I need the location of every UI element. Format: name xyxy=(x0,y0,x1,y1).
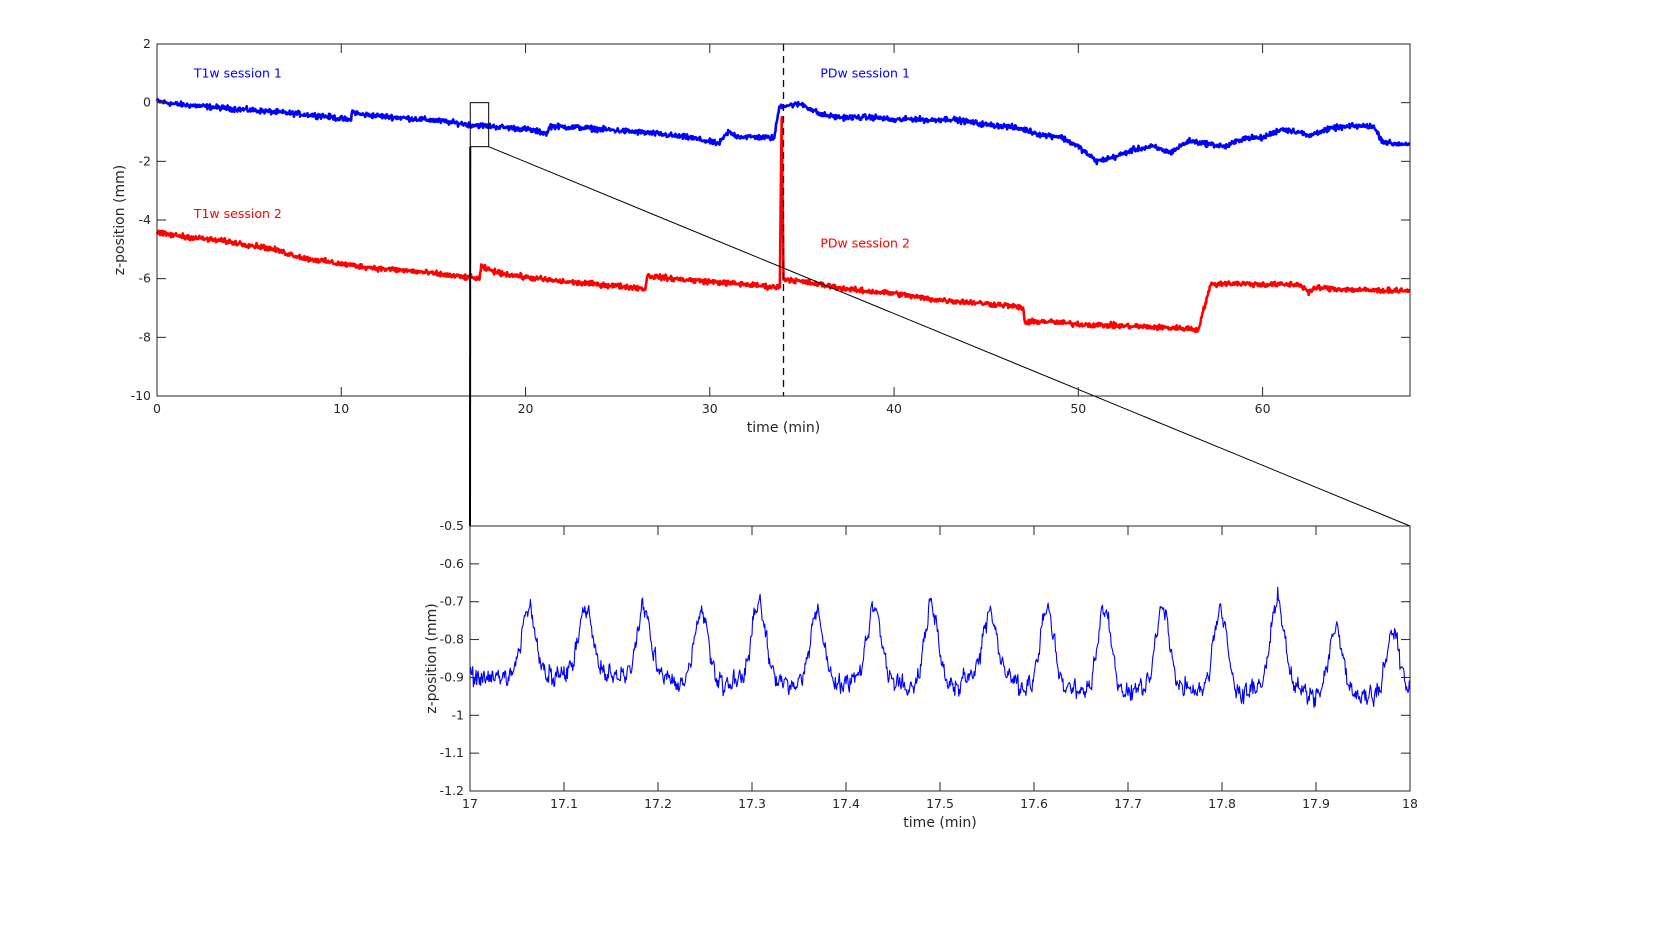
zoom-xtick-label-6: 17.6 xyxy=(1020,796,1048,811)
main-xtick-label-0: 0 xyxy=(153,401,161,416)
main-x-axis-label: time (min) xyxy=(747,420,820,436)
main-xtick-label-1: 10 xyxy=(333,401,349,416)
zoom-ytick-label-7: -0.5 xyxy=(440,518,464,533)
main-ytick-label-1: -8 xyxy=(139,329,152,344)
zoom-xtick-label-7: 17.7 xyxy=(1114,796,1142,811)
main-axes: T1w session 1 PDw session 1 T1w session … xyxy=(112,36,1271,436)
annotation-t1w-session-2: T1w session 2 xyxy=(193,206,282,221)
annotation-t1w-session-1: T1w session 1 xyxy=(193,65,282,80)
zoom-xtick-label-10: 18 xyxy=(1402,796,1418,811)
zoom-xtick-label-0: 17 xyxy=(462,796,478,811)
zoom-axes: 17 17.1 17.2 17.3 17.4 17.5 17.6 17.7 17… xyxy=(424,518,1418,831)
zoom-xtick-label-3: 17.3 xyxy=(738,796,766,811)
zoom-xtick-label-4: 17.4 xyxy=(832,796,860,811)
zoom-xtick-label-8: 17.8 xyxy=(1208,796,1236,811)
main-ytick-label-3: -4 xyxy=(139,212,152,227)
main-xtick-label-3: 30 xyxy=(702,401,718,416)
zoom-xtick-label-1: 17.1 xyxy=(550,796,578,811)
zoom-xtick-label-5: 17.5 xyxy=(926,796,954,811)
zoom-ytick-label-6: -0.6 xyxy=(440,556,464,571)
zoom-ytick-label-5: -0.7 xyxy=(440,594,464,609)
annotation-pdw-session-1: PDw session 1 xyxy=(820,65,910,80)
annotation-pdw-session-2: PDw session 2 xyxy=(820,235,910,250)
zoom-ytick-label-4: -0.8 xyxy=(440,632,464,647)
zoom-series-line xyxy=(469,586,1411,709)
zoom-plot-area xyxy=(470,526,1410,791)
zoom-x-axis-label: time (min) xyxy=(903,815,976,831)
main-ytick-label-0: -10 xyxy=(131,388,151,403)
zoom-xtick-label-2: 17.2 xyxy=(644,796,672,811)
main-ytick-label-2: -6 xyxy=(139,271,152,286)
main-xtick-label-5: 50 xyxy=(1070,401,1086,416)
main-ytick-label-5: 0 xyxy=(143,95,151,110)
main-xtick-label-2: 20 xyxy=(518,401,534,416)
main-ytick-label-4: -2 xyxy=(139,153,151,168)
plot-layer xyxy=(155,43,1411,792)
zoom-ytick-label-1: -1.1 xyxy=(440,745,464,760)
main-xtick-label-4: 40 xyxy=(886,401,902,416)
zoom-xtick-label-9: 17.9 xyxy=(1302,796,1330,811)
main-xtick-label-6: 60 xyxy=(1255,401,1271,416)
main-ytick-label-6: 2 xyxy=(143,36,151,51)
zoom-ytick-label-3: -0.9 xyxy=(440,669,464,684)
zoom-region-box xyxy=(469,102,490,148)
series-session-2-line xyxy=(155,116,1411,333)
zoom-ytick-label-0: -1.2 xyxy=(440,783,464,798)
zoom-y-axis-label: z-position (mm) xyxy=(424,603,440,714)
main-y-axis-label: z-position (mm) xyxy=(112,165,128,276)
zoom-connector-right xyxy=(488,146,1411,527)
zoom-ytick-label-2: -1 xyxy=(452,707,464,722)
